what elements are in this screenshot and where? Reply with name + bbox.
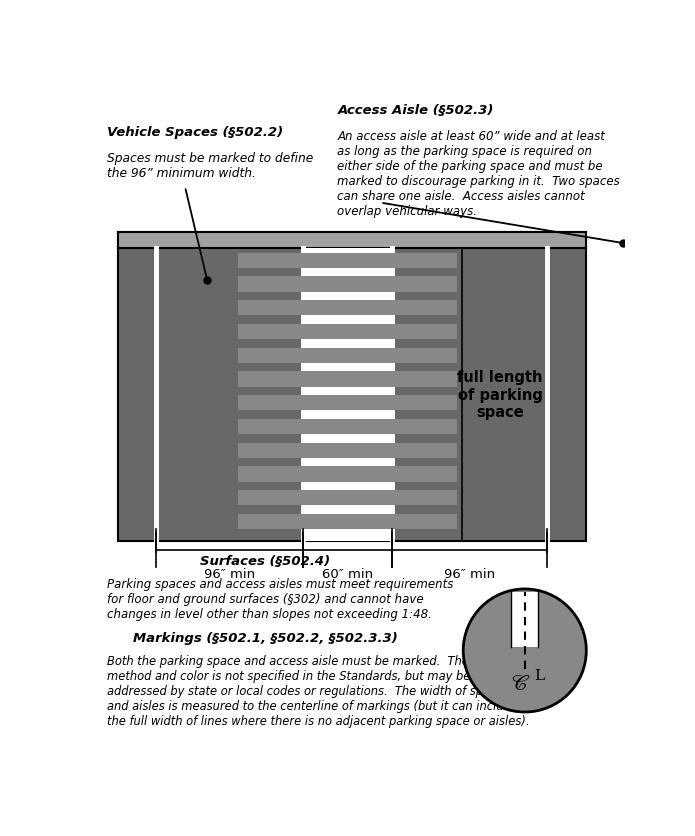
- Bar: [238, 514, 457, 529]
- Text: full length
of parking
space: full length of parking space: [457, 370, 543, 420]
- Bar: [238, 253, 457, 268]
- Bar: [303, 248, 392, 541]
- Text: Markings (§502.1, §502.2, §502.3.3): Markings (§502.1, §502.2, §502.3.3): [133, 631, 398, 645]
- Text: 60″ min: 60″ min: [322, 568, 373, 580]
- Bar: [238, 301, 457, 316]
- Bar: [238, 491, 457, 506]
- Bar: [238, 324, 457, 339]
- Text: Parking spaces and access aisles must meet requirements
for floor and ground sur: Parking spaces and access aisles must me…: [107, 577, 454, 620]
- Text: Access Aisle (§502.3): Access Aisle (§502.3): [338, 104, 494, 116]
- Bar: [238, 395, 457, 411]
- Text: 96″ min: 96″ min: [204, 568, 255, 580]
- Bar: [238, 443, 457, 458]
- Text: $\mathscr{C}$: $\mathscr{C}$: [512, 672, 530, 694]
- Text: L: L: [534, 668, 544, 682]
- Text: Spaces must be marked to define
the 96” minimum width.: Spaces must be marked to define the 96” …: [107, 152, 313, 181]
- Bar: [238, 372, 457, 387]
- Text: Surfaces (§502.4): Surfaces (§502.4): [200, 554, 330, 567]
- Text: An access aisle at least 60” wide and at least
as long as the parking space is r: An access aisle at least 60” wide and at…: [338, 130, 620, 217]
- Bar: [118, 232, 587, 248]
- Bar: [238, 466, 457, 482]
- Text: Both the parking space and access aisle must be marked.  The marking
method and : Both the parking space and access aisle …: [107, 655, 530, 727]
- Circle shape: [463, 589, 587, 712]
- Bar: [238, 277, 457, 293]
- Bar: [512, 592, 538, 648]
- Text: 96″ min: 96″ min: [443, 568, 495, 580]
- Bar: [238, 420, 457, 435]
- Bar: [118, 232, 587, 541]
- Text: Vehicle Spaces (§502.2): Vehicle Spaces (§502.2): [107, 126, 284, 139]
- Bar: [238, 349, 457, 364]
